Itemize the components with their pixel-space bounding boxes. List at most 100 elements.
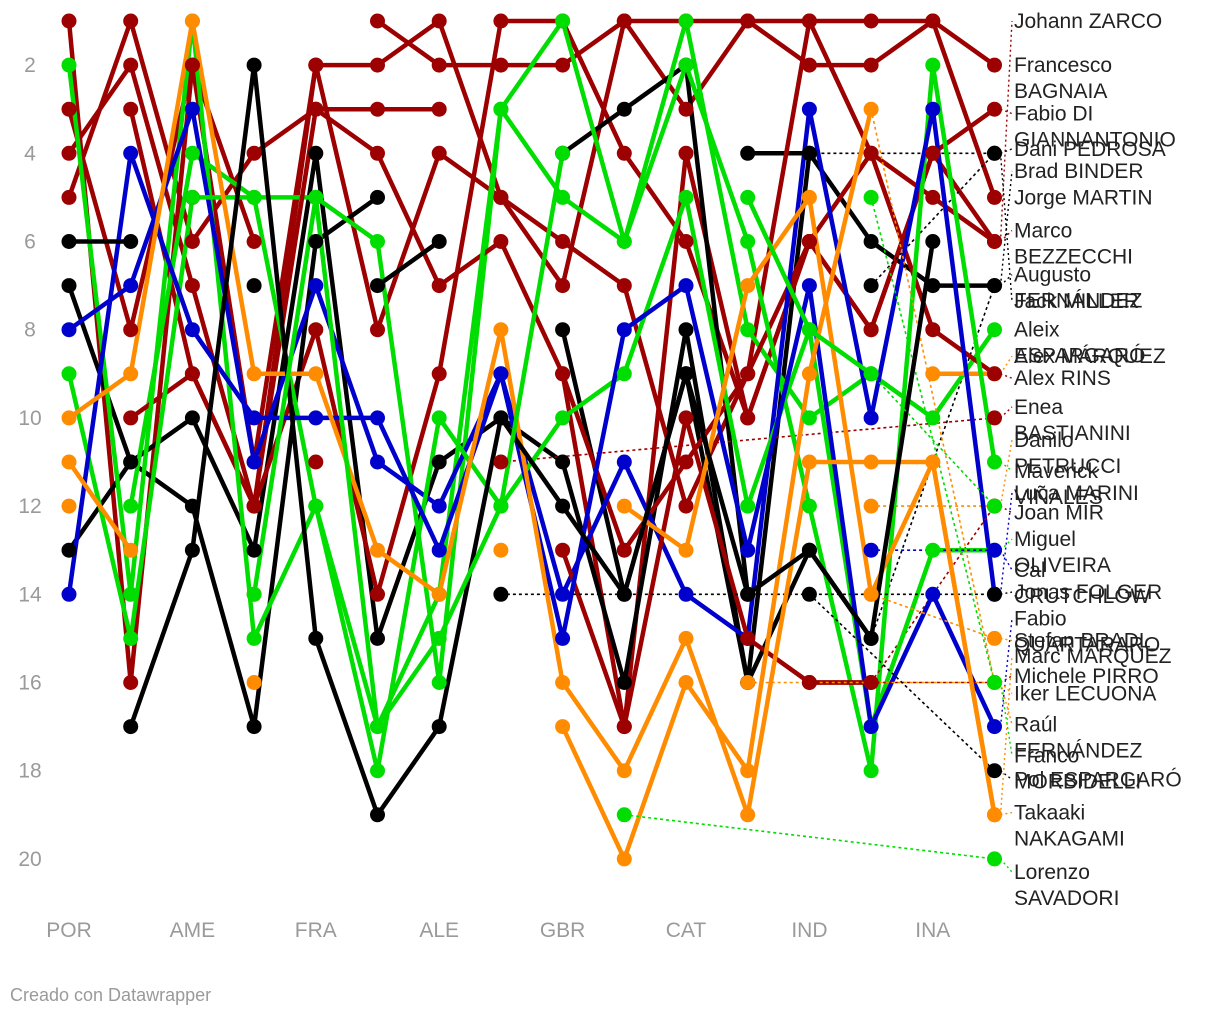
series-point xyxy=(740,234,756,249)
x-axis: POR AME FRA ALE GBR CAT IND INA xyxy=(46,919,950,942)
y-tick-label: 12 xyxy=(18,495,41,518)
label-connector xyxy=(999,682,1013,756)
label-connector xyxy=(999,682,1013,725)
series-line xyxy=(128,62,936,818)
series-point xyxy=(616,278,632,294)
series-point xyxy=(61,189,77,205)
label-connector xyxy=(999,20,1013,242)
series-point xyxy=(863,542,879,558)
series-point xyxy=(246,454,262,470)
series-point xyxy=(801,13,817,29)
series-point xyxy=(308,234,324,249)
series-point xyxy=(678,278,694,294)
series-point xyxy=(308,145,324,161)
series-point xyxy=(431,366,447,382)
series-point xyxy=(431,410,447,426)
label-connector xyxy=(999,655,1013,815)
series-point xyxy=(801,410,817,426)
series-point xyxy=(863,278,879,294)
series-point xyxy=(431,498,447,514)
series-point xyxy=(801,366,817,382)
series-point xyxy=(493,586,509,602)
series-point xyxy=(987,278,1002,294)
series-label: Takaaki NAKAGAMI xyxy=(1014,802,1125,851)
series-point xyxy=(431,542,447,558)
series-point xyxy=(370,278,385,294)
series-point xyxy=(987,498,1002,514)
series-point xyxy=(616,851,632,867)
series-point xyxy=(308,410,324,426)
x-tick-label: INA xyxy=(915,919,950,942)
series-label: Fabio DI GIANNANTONIO xyxy=(1014,103,1176,152)
y-tick-label: 4 xyxy=(24,142,36,165)
series-point xyxy=(740,145,756,161)
series-label: Johann ZARCO xyxy=(1014,10,1162,33)
series-bridge-line xyxy=(870,109,996,683)
series-point xyxy=(801,101,817,117)
series-point xyxy=(61,234,77,249)
series-point xyxy=(987,322,1002,338)
series-point xyxy=(123,57,139,73)
series-point xyxy=(987,189,1002,205)
series-label: Maverick VIÑALES xyxy=(1014,460,1103,509)
series-point xyxy=(370,719,385,735)
label-connector xyxy=(999,858,1013,873)
series-label: Jorge MARTIN xyxy=(1014,186,1152,209)
series-label: Alex MÁRQUEZ xyxy=(1014,345,1166,368)
series-point xyxy=(370,189,385,205)
series-lines xyxy=(66,18,997,862)
series-point xyxy=(925,145,941,161)
series-point xyxy=(431,57,447,73)
series-point xyxy=(493,366,509,382)
series-point xyxy=(123,101,139,117)
series-point xyxy=(740,807,756,823)
series-point xyxy=(61,366,77,382)
series-point xyxy=(740,366,756,382)
series-point xyxy=(987,763,1002,779)
series-point xyxy=(801,675,817,690)
x-tick-label: FRA xyxy=(295,919,337,942)
series-point xyxy=(616,13,632,29)
series-point xyxy=(925,101,941,117)
series-point xyxy=(308,278,324,294)
series-point xyxy=(987,410,1002,426)
series-label: Lorenzo SAVADORI xyxy=(1014,861,1119,910)
series-point xyxy=(801,322,817,338)
series-point xyxy=(431,675,447,690)
series-point xyxy=(740,630,756,646)
series-point xyxy=(493,454,509,470)
label-connector xyxy=(1000,811,1013,816)
series-point xyxy=(925,454,941,470)
series-point xyxy=(987,101,1002,117)
series-point xyxy=(925,322,941,338)
series-point xyxy=(863,234,879,249)
series-label: Danilo PETRUCCI xyxy=(1014,429,1121,478)
series-point xyxy=(184,145,200,161)
series-point xyxy=(678,101,694,117)
series-point xyxy=(740,322,756,338)
series-point xyxy=(493,498,509,514)
series-point xyxy=(740,410,756,426)
series-point xyxy=(740,498,756,514)
series-point xyxy=(925,586,941,602)
series-line xyxy=(66,18,997,818)
series-point xyxy=(61,454,77,470)
series-point xyxy=(925,410,941,426)
series-point xyxy=(370,322,385,338)
series-point xyxy=(308,630,324,646)
series-point xyxy=(123,410,139,426)
label-connector xyxy=(1000,229,1013,243)
series-point xyxy=(678,454,694,470)
series-point xyxy=(370,145,385,161)
series-point xyxy=(801,57,817,73)
series-point xyxy=(616,101,632,117)
x-tick-label: ALE xyxy=(419,919,459,942)
series-point xyxy=(370,630,385,646)
series-point xyxy=(123,13,139,29)
series-point xyxy=(123,630,139,646)
y-tick-label: 10 xyxy=(18,407,41,430)
series-point xyxy=(123,145,139,161)
series-point xyxy=(308,101,324,117)
series-point xyxy=(925,189,941,205)
